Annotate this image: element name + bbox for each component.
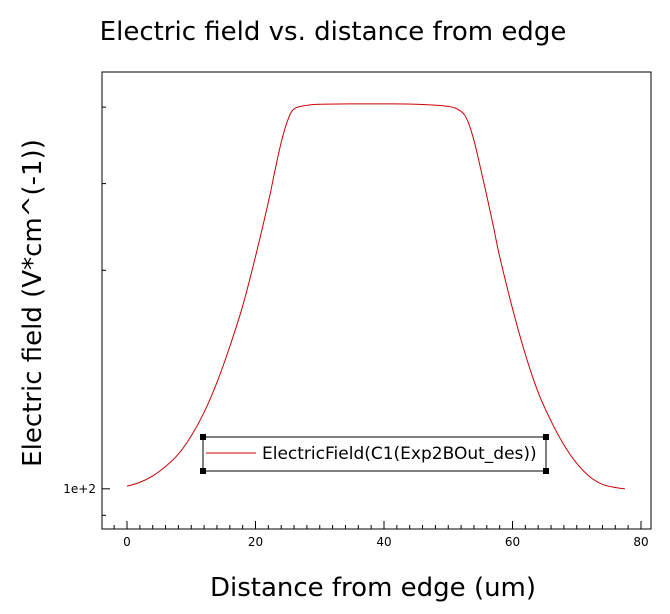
x-axis-ticks: 0 20 40 60 80 <box>113 521 649 549</box>
series-layer <box>126 103 626 490</box>
x-tick-label: 20 <box>248 535 263 549</box>
x-tick-label: 60 <box>505 535 520 549</box>
chart-title: Electric field vs. distance from edge <box>100 17 567 47</box>
x-tick-label: 0 <box>123 535 131 549</box>
series-line <box>126 103 626 490</box>
y-axis-label: Electric field (V*cm^(-1)) <box>18 139 48 467</box>
x-tick-label: 80 <box>633 535 648 549</box>
x-tick-label: 40 <box>376 535 391 549</box>
legend-handle-top-right[interactable] <box>543 434 549 440</box>
legend-handle-bottom-left[interactable] <box>200 468 206 474</box>
x-axis-label: Distance from edge (um) <box>210 573 536 603</box>
legend-handle-bottom-right[interactable] <box>543 468 549 474</box>
plot-frame <box>101 71 652 530</box>
legend-label: ElectricField(C1(Exp2BOut_des)) <box>262 444 537 464</box>
legend[interactable]: ElectricField(C1(Exp2BOut_des)) <box>200 434 549 474</box>
y-tick-label: 1e+2 <box>63 482 96 496</box>
y-axis-ticks: 1e+2 <box>63 106 110 516</box>
legend-handle-top-left[interactable] <box>200 434 206 440</box>
legend-box <box>202 436 547 472</box>
